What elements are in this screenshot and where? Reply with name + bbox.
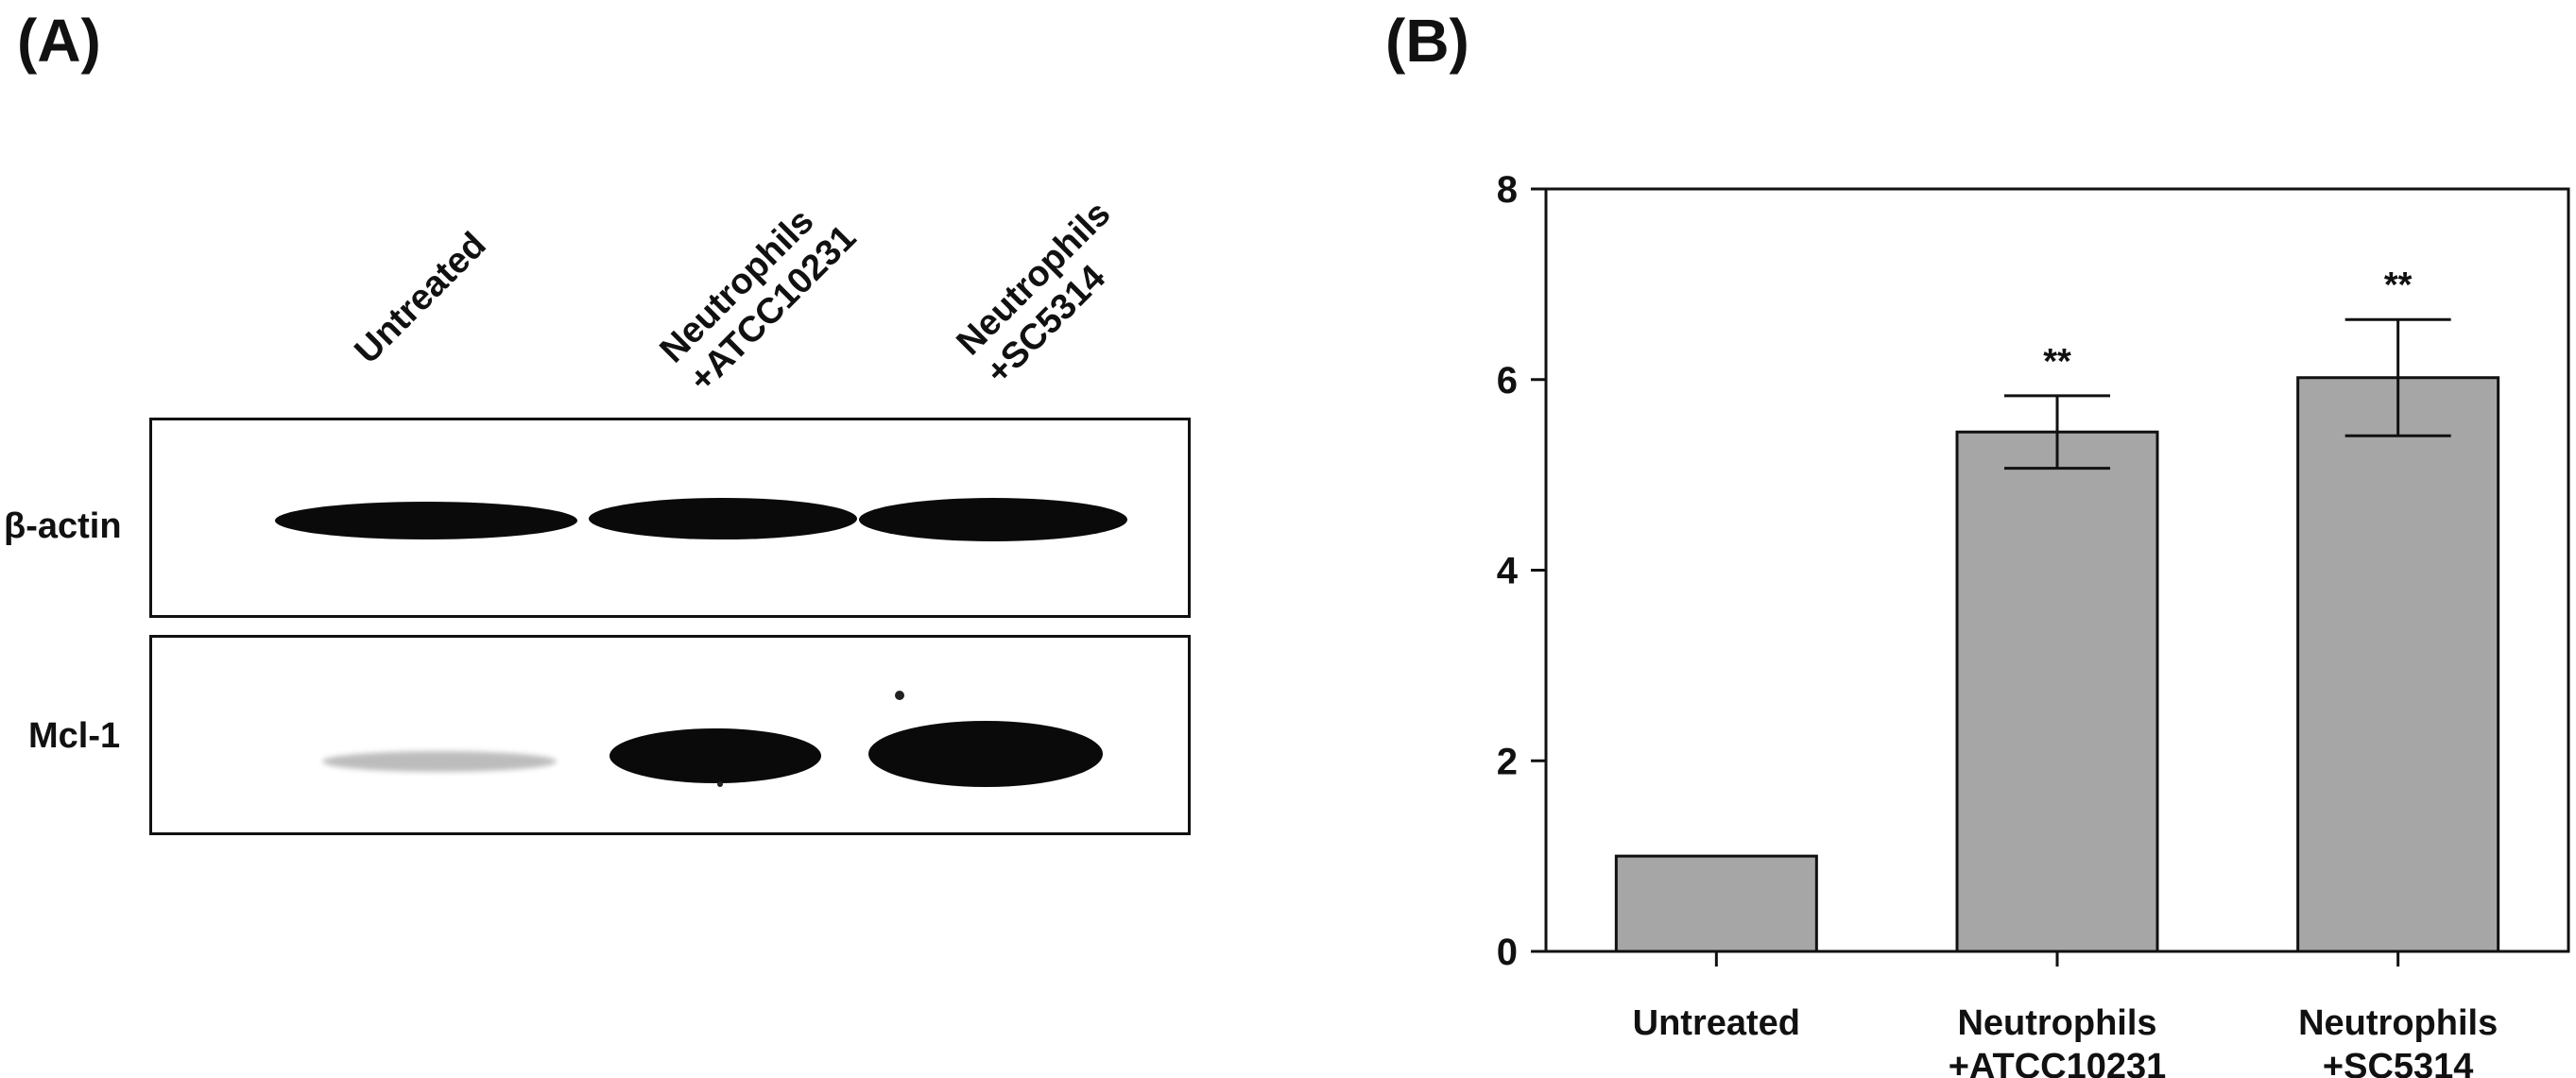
blot-beta-actin bbox=[149, 418, 1191, 618]
row-label-mcl-1: Mcl-1 bbox=[28, 716, 121, 756]
y-tick-label: 2 bbox=[1497, 741, 1518, 782]
significance-label: ** bbox=[2384, 265, 2413, 305]
band-mcl-1-sc5314 bbox=[868, 721, 1103, 787]
band-beta-actin-atcc10231 bbox=[589, 498, 857, 539]
band-mcl-1-untreated bbox=[322, 751, 557, 772]
bar bbox=[2296, 376, 2500, 953]
x-tick-label: Neutrophils bbox=[1957, 1003, 2156, 1043]
y-tick-label: 6 bbox=[1497, 360, 1518, 402]
x-tick-label: Untreated bbox=[1633, 1003, 1800, 1043]
bar bbox=[1955, 430, 2159, 953]
bar bbox=[1614, 854, 1818, 953]
blot-mcl-1 bbox=[149, 635, 1191, 835]
band-mcl-1-atcc10231 bbox=[610, 728, 821, 783]
y-tick-label: 4 bbox=[1497, 551, 1519, 592]
x-tick-label: +ATCC10231 bbox=[1949, 1047, 2167, 1078]
panel-a-label: (A) bbox=[17, 7, 101, 75]
speck bbox=[895, 691, 904, 700]
significance-label: ** bbox=[2043, 342, 2071, 382]
y-tick-label: 8 bbox=[1497, 169, 1518, 211]
band-beta-actin-untreated bbox=[275, 502, 577, 539]
x-tick-label: +SC5314 bbox=[2323, 1047, 2474, 1078]
x-tick-label: Neutrophils bbox=[2298, 1003, 2498, 1043]
panel-b-label: (B) bbox=[1385, 7, 1469, 75]
band-beta-actin-sc5314 bbox=[859, 498, 1127, 541]
y-tick-label: 0 bbox=[1497, 932, 1518, 973]
speck bbox=[717, 781, 723, 787]
row-label-beta-actin: β-actin bbox=[4, 506, 122, 546]
